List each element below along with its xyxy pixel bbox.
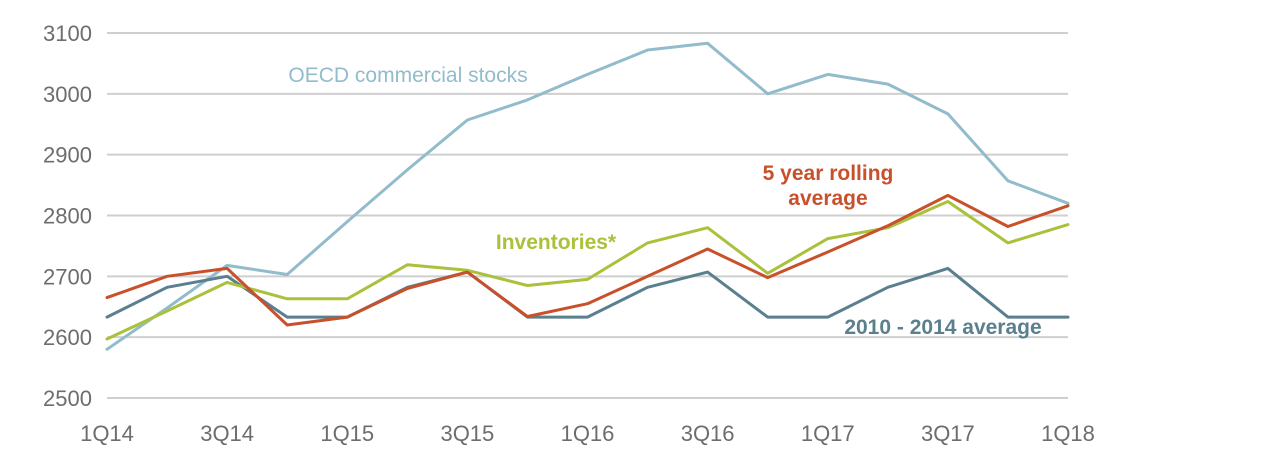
x-tick-label: 1Q17 [801,421,855,446]
series-line-1 [105,193,1070,327]
x-tick-label: 3Q17 [921,421,975,446]
x-tick-label: 1Q16 [561,421,615,446]
series-label-1: 5 year rolling average [763,162,894,210]
x-tick-label: 3Q14 [200,421,254,446]
y-tick-label: 2800 [43,204,92,229]
x-axis-tick-labels: 1Q14 3Q14 1Q15 3Q15 1Q16 3Q16 1Q17 3Q17 1Q18 [80,421,1095,446]
series-line-2 [105,200,1070,341]
x-tick-label: 3Q16 [681,421,735,446]
series-label-3: 2010 - 2014 average [844,316,1041,339]
x-tick-label: 1Q15 [320,421,374,446]
y-axis-tick-labels: 2500 2600 2700 2800 2900 3000 3100 [43,21,92,411]
x-tick-label: 1Q14 [80,421,134,446]
x-tick-label: 3Q15 [440,421,494,446]
y-tick-label: 2900 [43,143,92,168]
x-tick-label: 1Q18 [1041,421,1095,446]
series-label-0: OECD commercial stocks [288,64,527,87]
y-tick-label: 3100 [43,21,92,46]
series-labels: OECD commercial stocks 5 year rolling aver… [288,64,1041,339]
y-tick-label: 2700 [43,264,92,289]
series-line-0 [105,41,1070,351]
series-lines [105,41,1070,351]
y-tick-label: 2600 [43,325,92,350]
y-tick-label: 2500 [43,386,92,411]
series-label-2: Inventories* [496,231,617,254]
gridlines [107,32,1068,399]
series-line-3 [105,266,1070,319]
y-tick-label: 3000 [43,82,92,107]
